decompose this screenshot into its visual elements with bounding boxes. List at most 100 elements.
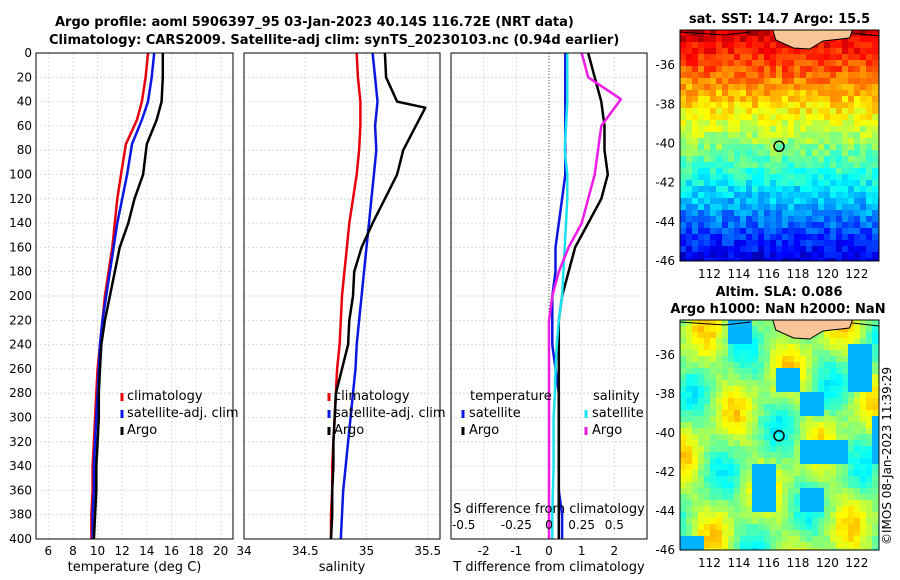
map-cell	[770, 84, 776, 90]
map-cell	[788, 380, 794, 386]
map-cell	[710, 150, 716, 156]
map-cell	[848, 518, 854, 524]
map-cell	[800, 66, 806, 72]
map-cell	[710, 90, 716, 96]
map-cell	[860, 132, 866, 138]
map-cell	[854, 530, 860, 536]
map-cell	[824, 392, 830, 398]
map-cell	[836, 204, 842, 210]
map-cell	[854, 488, 860, 494]
map-cell	[830, 350, 836, 356]
map-cell	[680, 530, 686, 536]
map-cell	[686, 434, 692, 440]
map-cell	[692, 240, 698, 246]
map-cell	[830, 240, 836, 246]
map-cell	[680, 102, 686, 108]
map-cell	[812, 494, 818, 500]
map-cell	[812, 368, 818, 374]
map-cell	[734, 204, 740, 210]
map-cell	[710, 392, 716, 398]
map-cell	[752, 386, 758, 392]
map-cell	[812, 350, 818, 356]
map-cell	[710, 84, 716, 90]
map-cell	[752, 500, 758, 506]
map-cell	[872, 240, 878, 246]
map-cell	[686, 132, 692, 138]
map-x-tick-label: 116	[757, 267, 780, 281]
map-cell	[812, 458, 818, 464]
map-cell	[734, 476, 740, 482]
map-cell	[782, 96, 788, 102]
map-cell	[860, 350, 866, 356]
map-cell	[800, 410, 806, 416]
map-cell	[698, 476, 704, 482]
map-cell	[830, 380, 836, 386]
map-cell	[728, 320, 734, 326]
map-cell	[770, 464, 776, 470]
map-cell	[866, 252, 872, 258]
map-cell	[722, 482, 728, 488]
map-cell	[686, 246, 692, 252]
map-cell	[746, 36, 752, 42]
map-cell	[818, 506, 824, 512]
map-cell	[698, 168, 704, 174]
map-cell	[860, 374, 866, 380]
map-cell	[824, 536, 830, 542]
map-cell	[818, 78, 824, 84]
map-cell	[788, 374, 794, 380]
map-cell	[734, 488, 740, 494]
map-cell	[734, 72, 740, 78]
map-cell	[836, 240, 842, 246]
map-cell	[716, 168, 722, 174]
map-cell	[866, 470, 872, 476]
map-cell	[776, 512, 782, 518]
map-cell	[746, 66, 752, 72]
map-cell	[848, 488, 854, 494]
map-cell	[710, 548, 716, 550]
map-cell	[692, 156, 698, 162]
map-cell	[776, 530, 782, 536]
map-cell	[740, 458, 746, 464]
map-y-tick-label: -42	[655, 176, 675, 190]
map-cell	[734, 90, 740, 96]
series-s-argo	[547, 52, 623, 539]
map-cell	[704, 332, 710, 338]
map-cell	[704, 66, 710, 72]
map-cell	[746, 548, 752, 550]
map-cell	[860, 416, 866, 422]
map-cell	[764, 144, 770, 150]
map-cell	[818, 54, 824, 60]
map-cell	[806, 102, 812, 108]
map-cell	[782, 240, 788, 246]
map-cell	[680, 332, 686, 338]
map-cell	[776, 392, 782, 398]
map-cell	[794, 72, 800, 78]
map-cell	[686, 114, 692, 120]
map-cell	[806, 60, 812, 66]
map-cell	[788, 216, 794, 222]
map-cell	[752, 542, 758, 548]
map-cell	[806, 398, 812, 404]
map-cell	[716, 84, 722, 90]
map-cell	[722, 162, 728, 168]
map-y-tick-label: -40	[655, 137, 675, 151]
map-cell	[746, 162, 752, 168]
map-cell	[830, 494, 836, 500]
map-cell	[758, 222, 764, 228]
map-cell	[734, 368, 740, 374]
map-cell	[866, 332, 872, 338]
map-cell	[824, 422, 830, 428]
map-cell	[734, 464, 740, 470]
map-cell	[818, 524, 824, 530]
map-cell	[866, 30, 872, 36]
map-cell	[734, 416, 740, 422]
map-cell	[842, 114, 848, 120]
map-cell	[680, 524, 686, 530]
map-cell	[836, 60, 842, 66]
map-cell	[722, 422, 728, 428]
map-cell	[788, 512, 794, 518]
map-cell	[788, 530, 794, 536]
map-cell	[794, 464, 800, 470]
map-cell	[716, 186, 722, 192]
map-cell	[740, 114, 746, 120]
